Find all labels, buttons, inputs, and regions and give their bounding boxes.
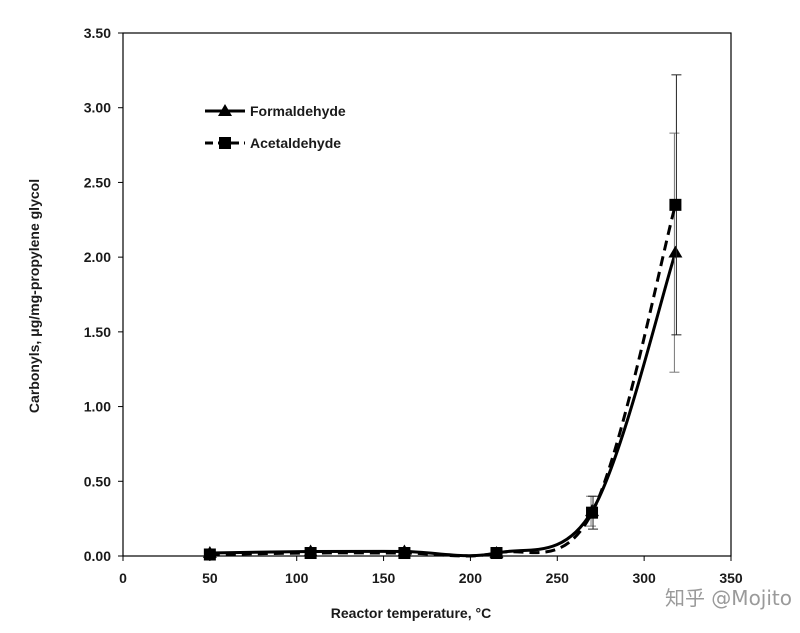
series-formaldehyde [202, 132, 683, 558]
axes [122, 32, 732, 557]
x-tick-label: 0 [119, 570, 127, 586]
x-tick-label: 250 [546, 570, 570, 586]
y-axis-title: Carbonyls, μg/mg-propylene glycol [26, 179, 42, 413]
series-line [209, 204, 677, 558]
legend-marker-square [219, 137, 231, 149]
data-point-square [669, 198, 682, 211]
data-point-square [586, 506, 599, 519]
series-line [209, 252, 677, 558]
data-point-square [203, 548, 216, 561]
y-axis-ticks: 0.00 0.50 1.00 1.50 2.00 2.50 3.00 3.50 [84, 25, 123, 564]
data-point-triangle [668, 245, 683, 258]
y-tick-label: 1.50 [84, 324, 111, 340]
y-tick-label: 3.00 [84, 100, 111, 116]
x-tick-label: 100 [285, 570, 309, 586]
y-tick-label: 1.00 [84, 399, 111, 415]
x-axis-title: Reactor temperature, °C [331, 605, 491, 621]
legend: Formaldehyde Acetaldehyde [205, 103, 346, 151]
x-tick-label: 350 [719, 570, 743, 586]
data-point-square [490, 547, 503, 560]
x-tick-label: 150 [372, 570, 396, 586]
y-tick-label: 0.00 [84, 548, 111, 564]
y-tick-label: 2.50 [84, 174, 111, 190]
plot-frame [122, 32, 732, 557]
series-acetaldehyde [203, 74, 682, 561]
data-point-square [398, 547, 411, 560]
legend-label: Acetaldehyde [250, 135, 341, 151]
y-tick-label: 0.50 [84, 473, 111, 489]
data-point-square [304, 547, 317, 560]
series-layer [202, 74, 683, 561]
y-tick-label: 2.00 [84, 249, 111, 265]
y-tick-label: 3.50 [84, 25, 111, 41]
x-tick-label: 300 [632, 570, 656, 586]
legend-label: Formaldehyde [250, 103, 346, 119]
x-tick-label: 50 [202, 570, 218, 586]
legend-marker-triangle [218, 104, 232, 116]
x-tick-label: 200 [459, 570, 483, 586]
watermark: 知乎 @Mojito [665, 586, 792, 610]
x-axis-ticks: 0 50 100 150 200 250 300 350 [119, 556, 743, 586]
